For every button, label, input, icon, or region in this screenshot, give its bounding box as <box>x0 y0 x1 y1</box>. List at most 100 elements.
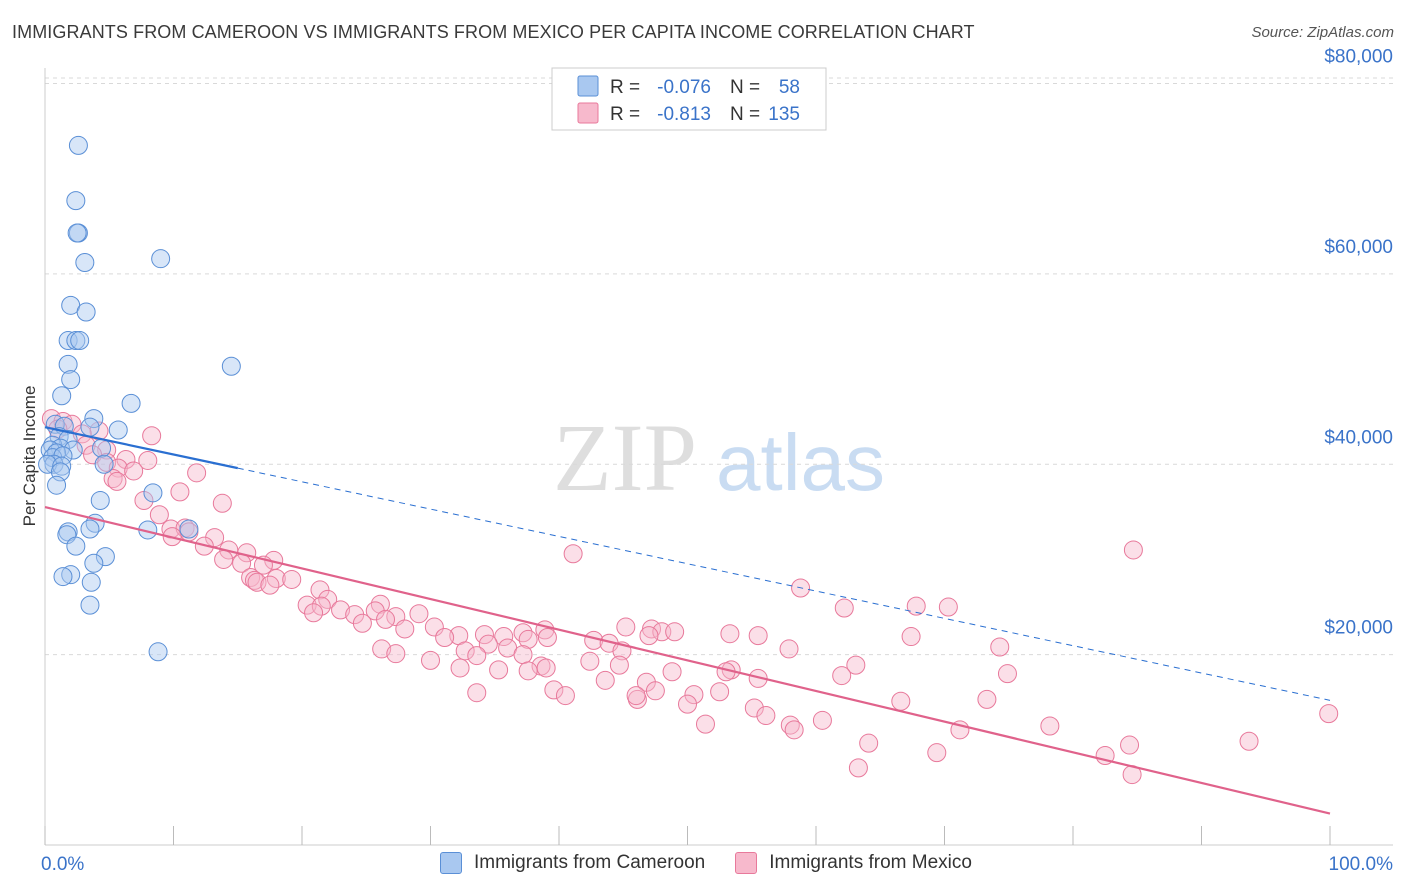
mexico-point <box>376 609 396 629</box>
mexico-point <box>370 594 390 614</box>
cameroon-point <box>80 417 100 437</box>
cameroon-point <box>84 553 104 573</box>
legend-bottom-item-mexico: Immigrants from Mexico <box>735 852 972 874</box>
mexico-point <box>424 617 444 637</box>
axes: $20,000 $40,000 $60,000 $80,000 0.0% 100.0% <box>41 47 1393 875</box>
mexico-point <box>834 598 854 618</box>
mexico-trend-line <box>44 506 1331 815</box>
cameroon-point <box>70 331 90 351</box>
watermark-zip: ZIP <box>553 404 697 511</box>
cameroon-point <box>121 393 141 413</box>
y-tick-label: $20,000 <box>1324 618 1393 639</box>
mexico-point <box>848 758 868 778</box>
mexico-point <box>938 597 958 617</box>
cameroon-point <box>76 302 96 322</box>
mexico-point <box>474 625 494 645</box>
cameroon-point <box>63 440 83 460</box>
chart-title: IMMIGRANTS FROM CAMEROON VS IMMIGRANTS F… <box>12 22 975 42</box>
mexico-point <box>455 641 475 661</box>
legend-bottom-swatch-mexico <box>735 852 758 874</box>
mexico-point <box>311 596 331 616</box>
legend-n-value-mexico: 135 <box>768 104 800 125</box>
mexico-point <box>513 645 533 665</box>
cameroon-point <box>61 370 81 390</box>
cameroon-point <box>143 483 163 503</box>
mexico-point <box>748 626 768 646</box>
cameroon-point <box>92 438 112 458</box>
cameroon-point <box>81 572 101 592</box>
mexico-point <box>478 634 498 654</box>
mexico-point <box>710 682 730 702</box>
mexico-point <box>990 637 1010 657</box>
mexico-point <box>97 452 117 472</box>
mexico-point <box>260 575 280 595</box>
legend-bottom-label-cameroon: Immigrants from Cameroon <box>474 852 706 873</box>
mexico-point <box>684 685 704 705</box>
legend-bottom-label-mexico: Immigrants from Mexico <box>769 852 972 873</box>
legend-bottom: Immigrants from Cameroon Immigrants from… <box>440 852 1002 874</box>
cameroon-point <box>53 567 73 587</box>
mexico-point <box>386 644 406 664</box>
mexico-point <box>616 617 636 637</box>
mexico-point <box>372 639 392 659</box>
mexico-point <box>846 655 866 675</box>
cameroon-point <box>67 223 87 243</box>
mexico-point <box>395 619 415 639</box>
mexico-point <box>536 658 556 678</box>
cameroon-point <box>221 356 241 376</box>
mexico-point <box>832 666 852 686</box>
mexico-point <box>1120 735 1140 755</box>
mexico-point <box>1123 540 1143 560</box>
x-tick-label: 0.0% <box>41 854 84 875</box>
mexico-point <box>901 627 921 647</box>
mexico-point <box>595 670 615 690</box>
cameroon-point <box>80 519 100 539</box>
mexico-point <box>409 604 429 624</box>
mexico-point <box>304 603 324 623</box>
cameroon-point <box>80 595 100 615</box>
mexico-point <box>467 646 487 666</box>
mexico-point <box>1040 716 1060 736</box>
mexico-point <box>352 613 372 633</box>
mexico-point <box>212 493 232 513</box>
mexico-point <box>107 471 127 491</box>
cameroon-point <box>94 454 114 474</box>
mexico-point <box>720 624 740 644</box>
cameroon-point <box>95 547 115 567</box>
cameroon-point <box>52 456 72 476</box>
cameroon-point <box>52 386 72 406</box>
mexico-point <box>639 626 659 646</box>
legend-bottom-item-cameroon: Immigrants from Cameroon <box>440 852 705 874</box>
watermark-atlas: atlas <box>716 418 885 507</box>
cameroon-point <box>44 454 64 474</box>
mexico-point <box>297 595 317 615</box>
mexico-point <box>756 706 776 726</box>
mexico-point <box>489 660 509 680</box>
mexico-point <box>1319 704 1339 724</box>
mexico-point <box>662 662 682 682</box>
mexico-point <box>678 694 697 714</box>
mexico-point <box>906 596 926 616</box>
mexico-point <box>138 450 158 470</box>
mexico-point <box>214 549 234 569</box>
mexico-point <box>812 710 832 730</box>
source-label: Source: ZipAtlas.com <box>1251 24 1394 41</box>
legend-bottom-swatch-cameroon <box>440 852 462 874</box>
cameroon-point <box>108 420 128 440</box>
mexico-point <box>859 733 879 753</box>
mexico-point <box>1239 731 1259 751</box>
mexico-point <box>310 580 330 600</box>
legend-swatch-mexico <box>577 102 599 124</box>
y-axis-label: Per Capita Income <box>20 386 39 527</box>
cameroon-point <box>61 565 81 585</box>
mexico-point <box>494 627 514 647</box>
mexico-point <box>537 628 557 648</box>
mexico-point <box>544 680 564 700</box>
mexico-point <box>124 461 144 481</box>
mexico-point <box>626 686 646 706</box>
mexico-point <box>977 689 997 709</box>
mexico-point <box>467 683 487 703</box>
mexico-point <box>563 544 583 564</box>
mexico-point <box>170 482 190 502</box>
